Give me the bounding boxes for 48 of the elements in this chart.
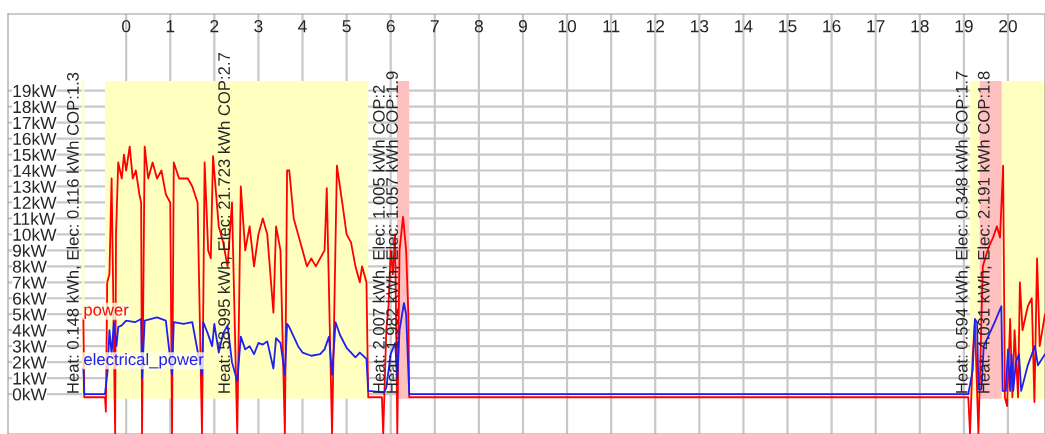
y-tick-label: 19kW	[13, 84, 57, 98]
annotation: Heat: 0.148 kWh, Elec: 0.116 kWh COP:1.3	[66, 72, 81, 393]
y-tick-label: 18kW	[13, 100, 57, 114]
x-tick-label: 20	[999, 20, 1017, 33]
x-tick-label: 2	[210, 20, 219, 33]
x-tick-label: 4	[298, 20, 307, 33]
x-tick-label: 14	[735, 20, 753, 33]
series-label: power	[84, 306, 129, 320]
y-tick-label: 17kW	[13, 116, 57, 129]
x-tick-label: 7	[430, 20, 439, 33]
series-label: electrical_power	[84, 352, 204, 369]
y-tick-label: 11kW	[13, 212, 56, 225]
y-tick-label: 5kW	[12, 307, 47, 321]
y-tick-label: 12kW	[13, 196, 57, 209]
x-tick-label: 9	[518, 20, 527, 33]
y-tick-label: 3kW	[12, 339, 47, 353]
x-tick-label: 16	[823, 20, 841, 33]
y-tick-label: 10kW	[13, 228, 57, 241]
x-tick-label: 1	[166, 20, 175, 33]
y-tick-label: 15kW	[13, 148, 57, 161]
x-tick-label: 6	[386, 20, 395, 33]
y-tick-label: 9kW	[12, 244, 47, 257]
x-tick-label: 3	[254, 20, 263, 33]
y-tick-label: 1kW	[13, 371, 47, 385]
y-tick-label: 0kW	[12, 387, 47, 401]
x-tick-label: 17	[867, 20, 885, 33]
annotation: Heat: 4.031 kWh, Elec: 2.191 kWh COP:1.8	[977, 71, 992, 393]
x-tick-label: 15	[779, 20, 797, 33]
x-tick-label: 0	[122, 20, 131, 33]
y-tick-label: 8kW	[12, 260, 47, 273]
y-tick-label: 16kW	[13, 132, 57, 146]
annotation: Heat: 1.982 kWh, Elec: 1.057 kWh COP:1.9	[385, 71, 400, 393]
y-tick-label: 2kW	[13, 355, 47, 369]
x-tick-label: 12	[646, 20, 665, 33]
x-tick-label: 18	[911, 20, 929, 33]
x-tick-label: 19	[955, 20, 973, 33]
y-tick-label: 6kW	[13, 291, 47, 305]
x-tick-label: 11	[603, 20, 620, 33]
annotation: Heat: 58.995 kWh, Elec: 21.723 kWh COP:2.7	[217, 53, 232, 393]
x-tick-label: 5	[342, 20, 351, 33]
y-tick-label: 4kW	[12, 323, 47, 337]
annotation: Heat: 0.594 kWh, Elec: 0.348 kWh COP:1.7	[955, 71, 970, 393]
x-tick-label: 13	[691, 20, 709, 33]
y-tick-label: 7kW	[13, 276, 47, 289]
y-tick-label: 14kW	[13, 164, 57, 177]
y-tick-label: 13kW	[13, 180, 57, 193]
x-tick-label: 8	[474, 20, 483, 33]
x-tick-label: 10	[558, 20, 577, 33]
